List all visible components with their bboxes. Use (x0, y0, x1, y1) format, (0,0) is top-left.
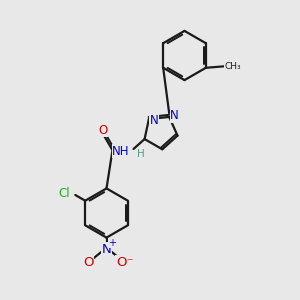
Text: +: + (109, 238, 116, 248)
Text: N: N (170, 109, 179, 122)
Text: N: N (150, 114, 159, 127)
Text: O: O (83, 256, 94, 269)
Text: O: O (98, 124, 107, 137)
Text: CH₃: CH₃ (224, 62, 241, 71)
Text: NH: NH (112, 145, 130, 158)
Text: Cl: Cl (58, 187, 70, 200)
Text: N: N (102, 243, 111, 256)
Text: O⁻: O⁻ (116, 256, 133, 269)
Text: H: H (137, 149, 145, 159)
